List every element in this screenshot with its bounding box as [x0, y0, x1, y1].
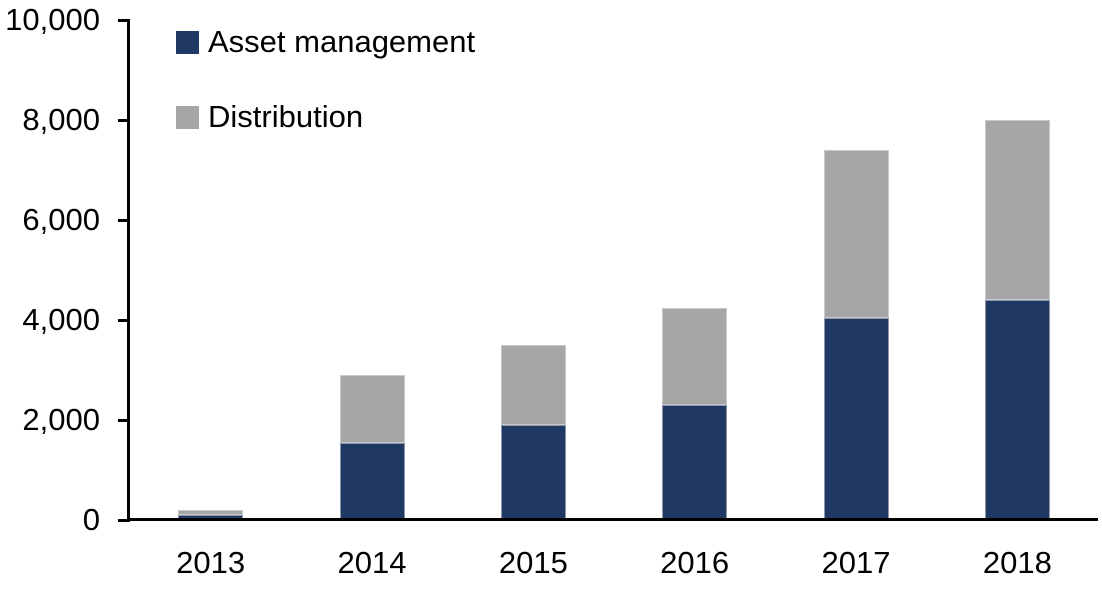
y-axis-line	[127, 19, 130, 522]
bar-segment-distribution-2014	[339, 375, 405, 443]
legend-label: Distribution	[208, 99, 364, 134]
bar-segment-distribution-2015	[500, 345, 566, 425]
bar-segment-asset-management-2018	[984, 300, 1050, 520]
bar-segment-asset-management-2015	[500, 425, 566, 520]
y-axis-label: 4,000	[22, 302, 100, 337]
legend: Asset management Distribution	[176, 24, 476, 177]
y-axis-tick	[118, 219, 130, 222]
y-axis-tick	[118, 319, 130, 322]
legend-swatch-icon	[176, 30, 199, 54]
bar-segment-distribution-2018	[984, 120, 1050, 300]
bar-segment-distribution-2017	[823, 150, 889, 318]
y-axis-label: 0	[82, 502, 100, 537]
y-axis-label: 8,000	[22, 102, 100, 137]
y-axis-tick	[118, 519, 130, 522]
x-axis-label: 2014	[337, 545, 407, 580]
y-axis-tick	[118, 419, 130, 422]
legend-item-distribution: Distribution	[176, 99, 475, 134]
y-axis-label: 10,000	[5, 2, 100, 37]
x-axis-label: 2018	[982, 545, 1052, 580]
bar-segment-asset-management-2014	[339, 442, 405, 520]
x-axis-label: 2015	[498, 545, 568, 580]
y-axis-tick	[118, 119, 130, 122]
x-axis-label: 2017	[821, 545, 891, 580]
legend-label: Asset management	[208, 24, 476, 59]
y-axis-label: 2,000	[22, 402, 100, 437]
legend-item-asset-management: Asset management	[176, 24, 476, 59]
bar-segment-distribution-2016	[662, 307, 728, 405]
bar-segment-distribution-2013	[178, 509, 244, 515]
x-axis-label: 2016	[660, 545, 730, 580]
y-axis-tick	[118, 19, 130, 22]
bar-segment-asset-management-2017	[823, 317, 889, 520]
bar-segment-asset-management-2016	[662, 405, 728, 520]
x-axis-label: 2013	[176, 545, 246, 580]
x-axis-line	[127, 518, 1098, 521]
y-axis-label: 6,000	[22, 202, 100, 237]
legend-swatch-icon	[176, 105, 199, 129]
